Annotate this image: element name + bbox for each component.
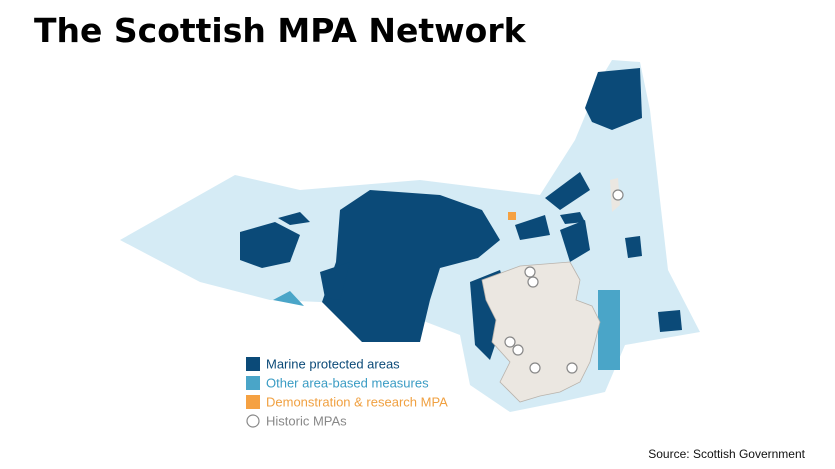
other-area-based-measure: [273, 291, 304, 306]
legend: Marine protected areas Other area-based …: [246, 356, 448, 428]
legend-swatch: [246, 357, 260, 371]
legend-label: Demonstration & research MPA: [266, 394, 448, 409]
legend-label: Other area-based measures: [266, 375, 429, 390]
legend-swatch: [246, 414, 260, 428]
source: Source: Scottish Government: [648, 447, 805, 461]
other-area-based-measure: [598, 290, 620, 370]
legend-label: Historic MPAs: [266, 413, 347, 428]
map: [120, 60, 700, 412]
title: The Scottish MPA Network: [34, 11, 527, 50]
historic-mpa-markers: [504, 189, 624, 374]
research-mpa: [508, 212, 516, 220]
legend-label: Marine protected areas: [266, 356, 400, 371]
legend-swatch: [246, 395, 260, 409]
marine-protected-areas: [240, 68, 682, 360]
legend-swatch: [246, 376, 260, 390]
